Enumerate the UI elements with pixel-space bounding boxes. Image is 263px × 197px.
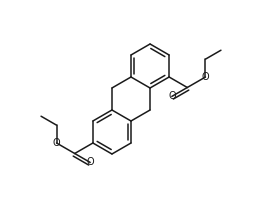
Text: O: O: [86, 157, 94, 167]
Text: O: O: [53, 138, 60, 148]
Text: O: O: [202, 72, 209, 82]
Text: O: O: [168, 91, 176, 101]
